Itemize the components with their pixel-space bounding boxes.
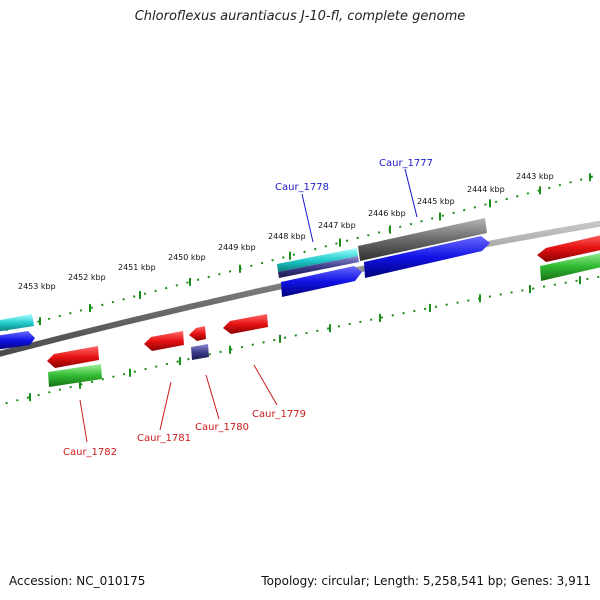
scale-label-2446: 2446 kbp	[368, 209, 406, 218]
scale-label-2447: 2447 kbp	[318, 221, 356, 230]
map-title: Chloroflexus aurantiacus J-10-fl, comple…	[134, 9, 466, 24]
leader-caur-1781	[159, 381, 172, 431]
inner-major-ticks	[29, 276, 581, 402]
scale-label-2445: 2445 kbp	[417, 197, 455, 206]
cds-feature-caur-1782[interactable]	[47, 346, 99, 368]
scale-labels: 2453 kbp 2452 kbp 2451 kbp 2450 kbp 2449…	[18, 172, 554, 291]
gene-label-caur-1781[interactable]: Caur_1781	[137, 433, 191, 444]
inner-tick-ring	[0, 275, 600, 406]
gene-feature-caur-1782[interactable]	[48, 364, 102, 387]
cds-feature-right-red[interactable]	[537, 233, 600, 262]
leader-caur-1780	[205, 374, 220, 420]
cds-feature-caur-1781[interactable]	[144, 331, 184, 351]
leader-caur-1777	[404, 168, 418, 218]
gene-label-caur-1777[interactable]: Caur_1777	[379, 158, 433, 169]
gene-label-caur-1778[interactable]: Caur_1778	[275, 182, 329, 193]
misc-feature-caur-1780[interactable]	[191, 344, 209, 360]
scale-label-2453: 2453 kbp	[18, 282, 56, 291]
gene-feature-caur-1778-cyan[interactable]	[277, 248, 358, 272]
cds-feature-left-blue[interactable]	[0, 331, 35, 350]
cds-feature-caur-1778[interactable]	[281, 266, 362, 297]
leader-caur-1778	[301, 193, 314, 243]
outer-major-ticks	[39, 173, 591, 326]
scale-label-2449: 2449 kbp	[218, 243, 256, 252]
leader-caur-1779	[253, 364, 278, 406]
forward-features	[0, 218, 600, 350]
gene-feature-left-cyan[interactable]	[0, 314, 34, 332]
gene-label-caur-1782[interactable]: Caur_1782	[63, 447, 117, 458]
cds-feature-caur-1779[interactable]	[223, 314, 268, 334]
topology-text: Topology: circular; Length: 5,258,541 bp…	[261, 574, 591, 588]
reverse-features	[47, 314, 268, 387]
gene-label-caur-1779[interactable]: Caur_1779	[252, 409, 306, 420]
accession-text: Accession: NC_010175	[9, 574, 146, 588]
cds-feature-caur-1780[interactable]	[189, 326, 206, 341]
scale-label-2443: 2443 kbp	[516, 172, 554, 181]
scale-label-2444: 2444 kbp	[467, 185, 505, 194]
gene-labels: Caur_1777 Caur_1778 Caur_1779 Caur_1780 …	[63, 158, 433, 458]
scale-label-2452: 2452 kbp	[68, 273, 106, 282]
other-feature-caur-1777[interactable]	[358, 218, 487, 261]
scale-label-2450: 2450 kbp	[168, 253, 206, 262]
leader-caur-1782	[79, 399, 88, 443]
misc-feature-caur-1778[interactable]	[278, 256, 359, 278]
scale-label-2451: 2451 kbp	[118, 263, 156, 272]
outer-tick-ring	[0, 173, 600, 333]
gene-label-caur-1780[interactable]: Caur_1780	[195, 422, 249, 433]
scale-label-2448: 2448 kbp	[268, 232, 306, 241]
gene-feature-right-green[interactable]	[540, 251, 600, 281]
cds-feature-caur-1777[interactable]	[364, 236, 490, 278]
